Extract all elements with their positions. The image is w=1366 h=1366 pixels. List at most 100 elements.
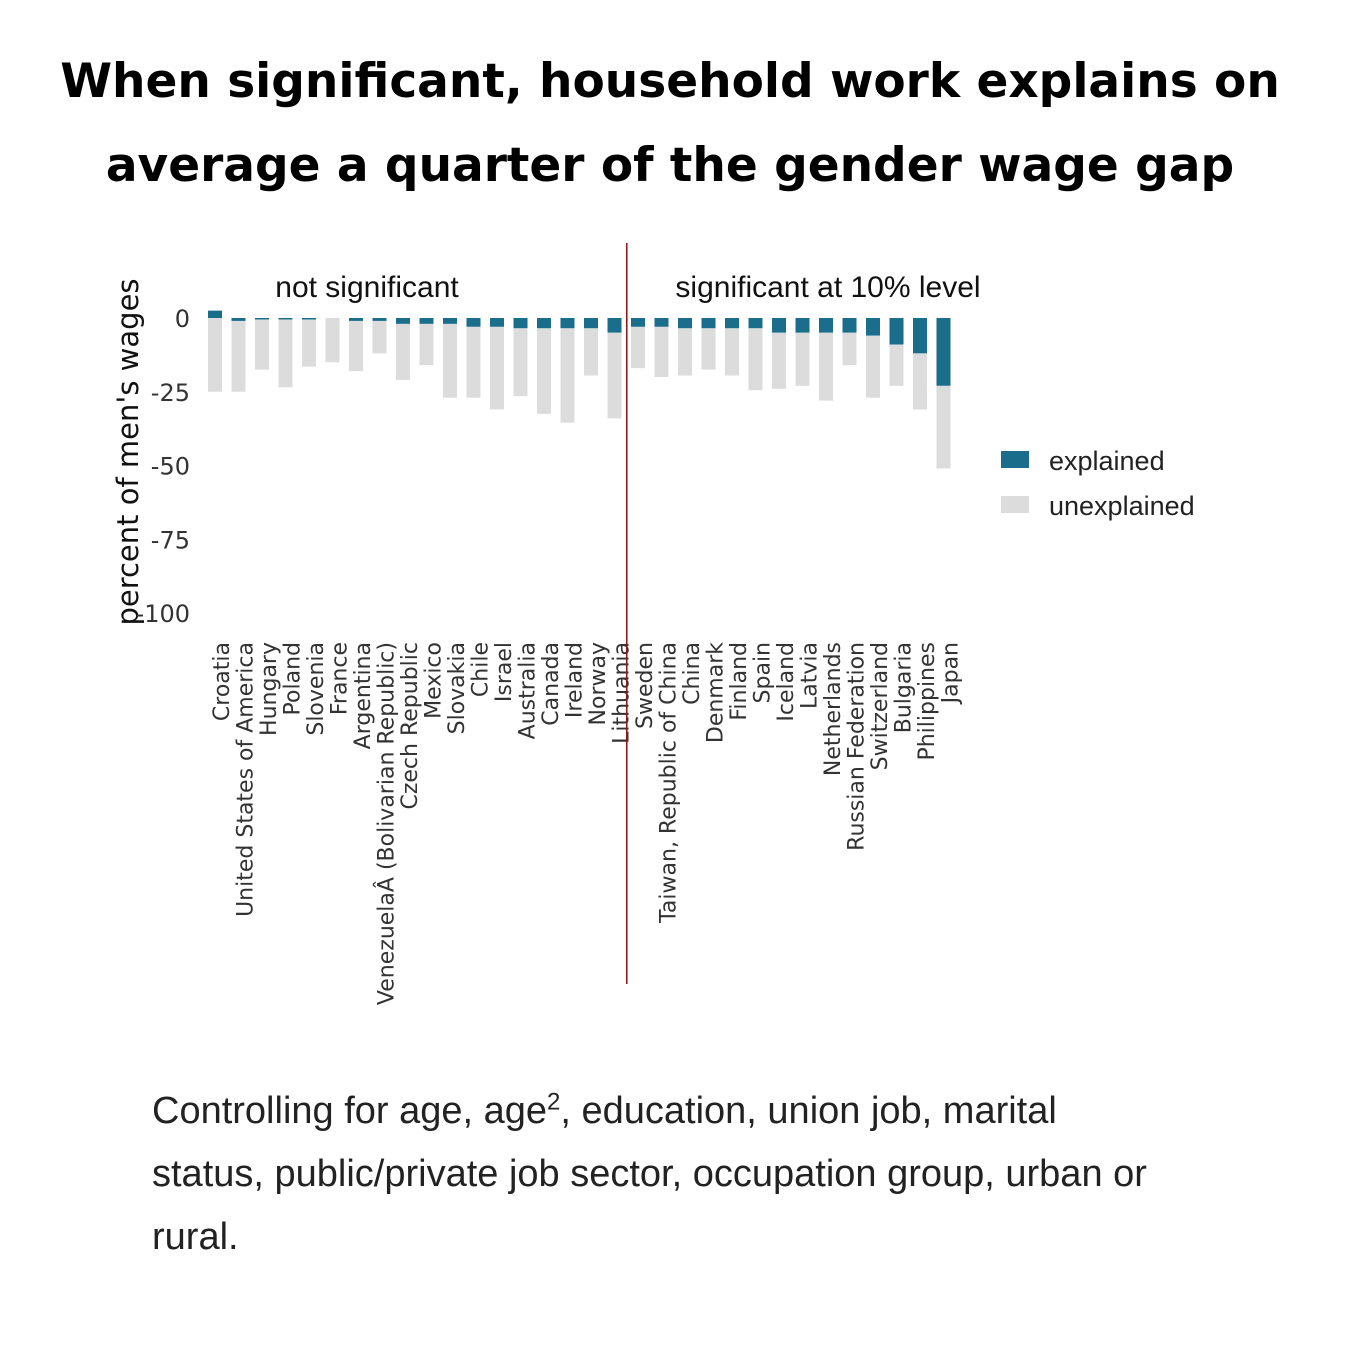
x-tick-label: Slovenia bbox=[304, 642, 329, 736]
unexplained-bar bbox=[231, 320, 246, 392]
x-tick-label: Switzerland bbox=[868, 642, 893, 770]
unexplained-bar bbox=[396, 323, 410, 380]
x-tick-label: Argentina bbox=[351, 642, 376, 749]
explained-bar bbox=[795, 318, 810, 333]
caption-part-1: Controlling for age, age bbox=[152, 1090, 548, 1132]
y-tick-label: -50 bbox=[151, 453, 190, 481]
x-tick-label: Spain bbox=[751, 642, 776, 703]
explained-bar bbox=[513, 318, 528, 329]
unexplained-bar bbox=[513, 328, 528, 397]
x-tick-label: Denmark bbox=[704, 642, 729, 743]
x-tick-label: Iceland bbox=[774, 642, 799, 722]
explained-bar bbox=[842, 318, 857, 333]
legend-swatch-unexplained bbox=[1001, 496, 1029, 513]
x-tick-label: Hungary bbox=[257, 642, 282, 736]
explained-bar bbox=[701, 318, 716, 329]
y-tick-label: 0 bbox=[175, 305, 190, 333]
x-tick-label: Australia bbox=[516, 642, 541, 739]
unexplained-bar bbox=[443, 323, 457, 398]
unexplained-bar bbox=[748, 328, 763, 391]
unexplained-bar bbox=[936, 385, 951, 469]
explained-bar bbox=[772, 318, 786, 333]
group-label-not-significant: not significant bbox=[275, 271, 459, 304]
caption-superscript: 2 bbox=[547, 1088, 561, 1116]
unexplained-bar bbox=[278, 319, 293, 388]
unexplained-bar bbox=[349, 320, 363, 372]
explained-bar bbox=[490, 318, 504, 327]
unexplained-bar bbox=[631, 326, 645, 369]
explained-bar bbox=[537, 318, 551, 329]
unexplained-bar bbox=[913, 353, 927, 410]
unexplained-bar bbox=[819, 332, 833, 401]
explained-bar bbox=[560, 318, 575, 329]
unexplained-bar bbox=[866, 335, 880, 398]
unexplained-bar bbox=[255, 319, 269, 370]
unexplained-bar bbox=[325, 318, 340, 363]
group-label-significant: significant at 10% level bbox=[675, 271, 980, 304]
unexplained-bar bbox=[537, 328, 551, 414]
x-tick-label: Taiwan, Republic of China bbox=[657, 642, 682, 924]
x-tick-label: Lithuania bbox=[610, 642, 635, 744]
x-tick-label: Latvia bbox=[798, 642, 823, 709]
x-tick-label: Israel bbox=[492, 642, 517, 702]
explained-bar bbox=[278, 318, 293, 320]
y-tick-label: -100 bbox=[136, 600, 190, 628]
unexplained-bar bbox=[208, 318, 222, 392]
explained-bar bbox=[372, 318, 387, 321]
y-tick-label: -75 bbox=[151, 526, 190, 554]
x-tick-label: Russian Federation bbox=[845, 642, 870, 851]
explained-bar bbox=[936, 318, 951, 386]
legend-label-explained: explained bbox=[1049, 446, 1165, 476]
x-tick-label: Sweden bbox=[633, 642, 658, 729]
explained-bar bbox=[748, 318, 763, 329]
unexplained-bar bbox=[372, 320, 387, 354]
legend-label-unexplained: unexplained bbox=[1049, 491, 1195, 521]
unexplained-bar bbox=[490, 326, 504, 410]
x-tick-label: Ireland bbox=[563, 642, 588, 718]
caption-part-2: , education, union job, marital status, … bbox=[152, 1090, 1147, 1258]
x-tick-label: Croatia bbox=[210, 642, 235, 721]
explained-bar bbox=[255, 318, 269, 320]
unexplained-bar bbox=[772, 332, 786, 389]
x-tick-label: Netherlands bbox=[821, 642, 846, 776]
explained-bar bbox=[584, 318, 598, 329]
x-tick-label: China bbox=[680, 642, 705, 705]
x-tick-label: Slovakia bbox=[445, 642, 470, 734]
x-tick-label: Chile bbox=[469, 642, 494, 697]
legend-swatch-explained bbox=[1001, 451, 1029, 468]
explained-bar bbox=[889, 318, 904, 345]
x-tick-label: Japan bbox=[939, 642, 964, 705]
explained-bar bbox=[678, 318, 692, 329]
x-tick-label: France bbox=[328, 642, 353, 715]
x-tick-label: Mexico bbox=[422, 642, 447, 719]
explained-bar bbox=[725, 318, 739, 329]
explained-bar bbox=[654, 318, 669, 327]
x-tick-label: Poland bbox=[281, 642, 306, 715]
x-tick-label: Canada bbox=[539, 642, 564, 726]
explained-bar bbox=[913, 318, 927, 354]
explained-bar bbox=[208, 310, 222, 318]
unexplained-bar bbox=[842, 332, 857, 366]
x-tick-label: VenezuelaÂ (Bolivarian Republic) bbox=[374, 642, 400, 1005]
unexplained-bar bbox=[302, 319, 316, 367]
unexplained-bar bbox=[560, 328, 575, 423]
unexplained-bar bbox=[701, 328, 716, 370]
unexplained-bar bbox=[419, 323, 434, 366]
explained-bar bbox=[607, 318, 622, 333]
x-tick-label: Philippines bbox=[915, 642, 940, 761]
x-tick-label: Norway bbox=[586, 642, 611, 725]
explained-bar bbox=[302, 318, 316, 320]
unexplained-bar bbox=[889, 344, 904, 386]
unexplained-bar bbox=[466, 326, 481, 398]
explained-bar bbox=[419, 318, 434, 324]
explained-bar bbox=[443, 318, 457, 324]
explained-bar bbox=[631, 318, 645, 327]
explained-bar bbox=[231, 318, 246, 321]
caption: Controlling for age, age2, education, un… bbox=[152, 1080, 1162, 1269]
explained-bar bbox=[819, 318, 833, 333]
x-tick-label: United States of America bbox=[234, 642, 259, 917]
unexplained-bar bbox=[725, 328, 739, 376]
x-tick-label: Bulgaria bbox=[892, 642, 917, 733]
chart-title: When significant, household work explain… bbox=[60, 40, 1280, 208]
